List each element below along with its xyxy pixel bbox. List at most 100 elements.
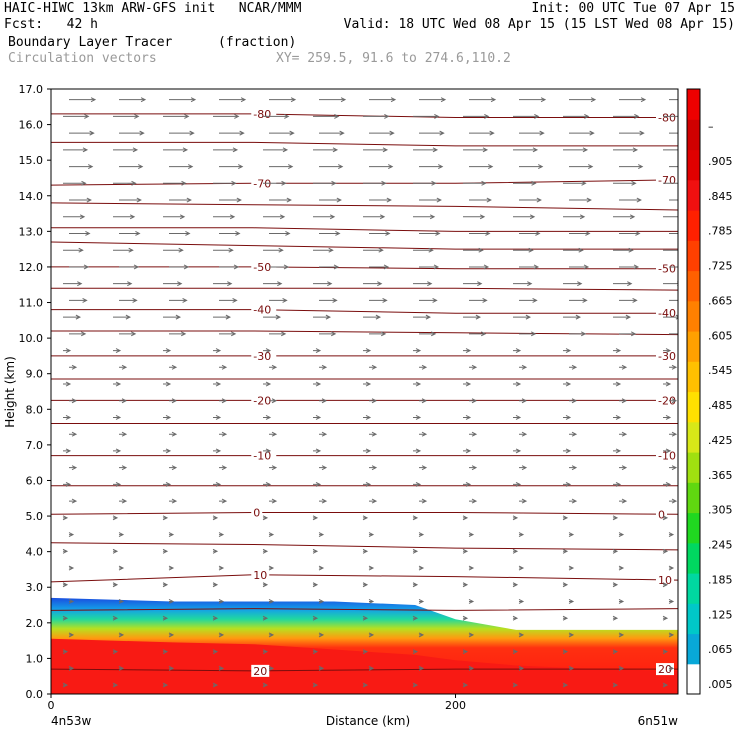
vector-arrow (669, 364, 678, 370)
y-tick-label: 10.0 (19, 332, 44, 345)
left-endpoint-label: 4n53w (51, 714, 92, 728)
vector-arrow (363, 448, 372, 454)
vector-arrow (363, 348, 372, 354)
vector-arrow (268, 599, 275, 604)
contour-line (51, 241, 678, 250)
y-tick-label: 8.0 (26, 403, 44, 416)
vector-arrow (212, 682, 219, 688)
vector-arrow (613, 481, 622, 487)
vector-arrow (469, 197, 492, 203)
vector-arrow (119, 130, 145, 136)
vector-arrow (669, 333, 678, 335)
field-units: (fraction) (218, 35, 297, 50)
vector-arrow (119, 398, 128, 404)
contour-label-bg (656, 111, 678, 124)
vector-arrow (369, 97, 397, 103)
vector-arrow (569, 97, 597, 103)
vector-arrow (268, 565, 275, 571)
vector-arrow (319, 97, 347, 103)
colorbar-swatch (687, 663, 700, 695)
vector-arrow (519, 197, 542, 203)
vector-arrow (519, 331, 537, 337)
contour-label: -40 (253, 304, 271, 317)
vector-arrow (668, 665, 675, 671)
vector-arrow (619, 264, 640, 270)
vector-arrow (162, 682, 169, 688)
vector-arrow (319, 130, 345, 136)
vector-arrow (163, 348, 172, 354)
vector-arrow (119, 264, 140, 270)
vector-arrow (519, 364, 528, 370)
vector-arrow (619, 164, 644, 170)
vector-arrow (512, 682, 519, 688)
vector-arrow (113, 214, 136, 220)
vector-arrow (162, 649, 169, 655)
vector-arrow (313, 214, 336, 220)
vector-arrow (262, 615, 269, 621)
vector-arrow (663, 448, 672, 454)
vector-arrow (63, 415, 72, 420)
vector-arrow (169, 364, 178, 370)
vector-arrow (163, 180, 187, 186)
vector-arrow (113, 180, 137, 186)
vector-arrow (669, 99, 678, 101)
vector-arrow (463, 314, 482, 320)
vector-arrow (413, 113, 440, 119)
vector-arrow (112, 515, 119, 521)
vector-arrow (513, 214, 536, 220)
contour-label: -80 (253, 108, 271, 121)
colorbar-swatch (687, 361, 700, 393)
y-tick-label: 1.0 (26, 652, 44, 665)
vector-arrow (269, 431, 278, 437)
vector-arrow (319, 498, 328, 504)
contour-line (51, 227, 678, 232)
vector-arrow (663, 249, 678, 251)
vector-arrow (419, 465, 428, 471)
contour-label: 20 (253, 665, 267, 678)
vector-arrow (568, 532, 575, 538)
vector-arrow (569, 398, 578, 404)
vector-arrow (113, 281, 133, 287)
contour-label-bg (251, 664, 270, 677)
vector-arrow (63, 348, 72, 354)
vector-arrow (419, 231, 441, 236)
vector-arrow (113, 381, 122, 387)
vector-arrow (213, 281, 233, 287)
vector-arrow (513, 281, 533, 287)
vector-arrow (319, 164, 344, 170)
vector-arrow (213, 481, 222, 487)
vector-arrow (618, 599, 625, 604)
colorbar-swatch (687, 603, 700, 635)
vector-arrow (313, 314, 332, 320)
vector-arrow (462, 682, 469, 688)
field-name: Boundary Layer Tracer (8, 35, 173, 50)
vector-arrow (219, 465, 228, 471)
vector-arrow (163, 448, 172, 454)
vector-arrow (513, 481, 522, 487)
vector-arrow (413, 348, 422, 354)
vector-arrow (619, 297, 638, 303)
colorbar-label: .125 (708, 608, 733, 621)
vector-arrow (162, 548, 169, 554)
vector-arrow (119, 164, 144, 170)
vector-arrow (212, 548, 219, 554)
vector-arrow (269, 364, 278, 370)
vector-arrow (112, 582, 119, 588)
y-tick-label: 13.0 (19, 225, 44, 238)
vector-arrow (562, 548, 569, 554)
vector-arrow (363, 415, 372, 420)
contour-label: -30 (658, 350, 676, 363)
vector-arrow (213, 147, 239, 153)
colorbar-swatch (687, 240, 700, 272)
vector-arrow (419, 97, 447, 103)
contour-label-bg (656, 574, 674, 587)
contour-label-bg (251, 260, 277, 273)
vector-arrow (613, 247, 634, 253)
vector-arrow (419, 164, 444, 170)
contour-line (51, 179, 678, 186)
contour-label-bg (251, 568, 270, 581)
vector-arrow (368, 665, 375, 671)
vector-arrow (462, 649, 469, 655)
vector-arrow (362, 582, 369, 588)
x-axis-label: Distance (km) (326, 714, 410, 728)
